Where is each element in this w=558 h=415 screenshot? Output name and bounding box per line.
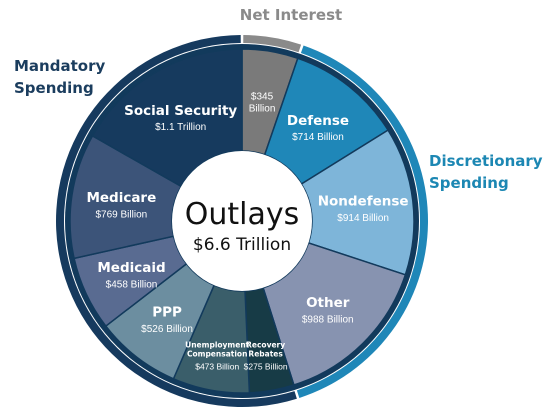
slice-name-unemployment-compensation-0: Unemployment — [185, 340, 250, 349]
slice-value-nondefense-0: $914 Billion — [337, 213, 389, 224]
slice-name-nondefense-0: Nondefense — [318, 194, 409, 210]
slice-name-social-security-0: Social Security — [124, 103, 237, 119]
slice-name-ppp-0: PPP — [152, 305, 182, 321]
discretionary-label-line-2: Spending — [429, 174, 509, 192]
total-outlays-label: $6.6 Trillion — [193, 235, 291, 255]
slice-value-net-interest-1: Billion — [249, 104, 276, 115]
slice-name-unemployment-compensation-1: Compensation — [187, 349, 247, 358]
slice-name-other-0: Other — [306, 295, 350, 311]
center-hole — [172, 151, 312, 291]
slice-name-medicare-0: Medicare — [86, 190, 156, 206]
slice-value-net-interest-0: $345 — [251, 92, 274, 103]
net-interest-label-text: Net Interest — [239, 6, 343, 24]
slice-name-recovery-rebates-1: Rebates — [248, 350, 283, 359]
slice-value-other-0: $988 Billion — [302, 314, 354, 325]
slice-value-defense-0: $714 Billion — [292, 132, 344, 143]
slice-name-medicaid-0: Medicaid — [97, 260, 165, 276]
chart-title: Outlays — [185, 197, 300, 232]
slice-value-medicare-0: $769 Billion — [95, 209, 147, 220]
slice-value-unemployment-compensation-0: $473 Billion — [195, 361, 239, 371]
net-interest-group-label: Net Interest — [12, 4, 558, 26]
slice-value-social-security-0: $1.1 Trillion — [155, 122, 206, 133]
slice-value-medicaid-0: $458 Billion — [106, 279, 158, 290]
slice-name-defense-0: Defense — [287, 113, 349, 129]
discretionary-spending-label: Discretionary Spending — [429, 150, 557, 194]
mandatory-label-line-2: Spending — [14, 79, 94, 97]
mandatory-spending-label: Mandatory Spending — [14, 55, 134, 99]
slice-name-recovery-rebates-0: Recovery — [246, 341, 285, 350]
slice-value-recovery-rebates-0: $275 Billion — [244, 362, 288, 372]
mandatory-label-line-1: Mandatory — [14, 57, 106, 75]
discretionary-label-line-1: Discretionary — [429, 152, 543, 170]
group-ring-net-interest — [243, 35, 302, 53]
slice-value-ppp-0: $526 Billion — [141, 324, 193, 335]
